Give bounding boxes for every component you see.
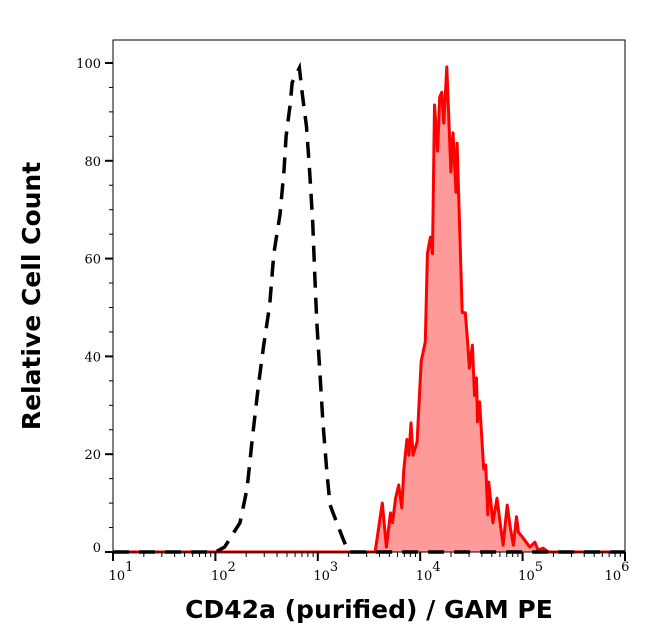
x-tick-label: 104 bbox=[416, 560, 441, 584]
x-tick-exponent: 4 bbox=[432, 560, 440, 575]
y-tick-label: 60 bbox=[84, 253, 101, 268]
y-tick-label: 80 bbox=[84, 155, 101, 170]
x-tick-label: 102 bbox=[211, 560, 236, 584]
x-tick-exponent: 2 bbox=[228, 560, 236, 575]
x-tick-base: 10 bbox=[605, 569, 622, 584]
plot-frame bbox=[112, 39, 626, 553]
y-tick-label: 100 bbox=[76, 57, 101, 72]
x-tick-base: 10 bbox=[518, 569, 535, 584]
x-tick-exponent: 5 bbox=[535, 560, 543, 575]
x-tick-label: 106 bbox=[605, 560, 630, 584]
x-tick-label: 103 bbox=[313, 560, 338, 584]
y-axis-title: Relative Cell Count bbox=[17, 162, 46, 430]
x-axis-title: CD42a (purified) / GAM PE bbox=[185, 595, 553, 624]
y-tick-label: 20 bbox=[84, 448, 101, 463]
x-tick-base: 10 bbox=[416, 569, 433, 584]
x-tick-base: 10 bbox=[211, 569, 228, 584]
plot-marks bbox=[113, 61, 625, 554]
y-tick-label: 40 bbox=[84, 350, 101, 365]
x-tick-label: 105 bbox=[518, 560, 543, 584]
x-tick-exponent: 6 bbox=[621, 560, 629, 575]
stained-histogram-line bbox=[113, 65, 625, 554]
x-tick-label: 101 bbox=[109, 560, 134, 584]
x-tick-exponent: 3 bbox=[330, 560, 338, 575]
stained-histogram-fill bbox=[113, 66, 625, 553]
x-tick-base: 10 bbox=[313, 569, 330, 584]
x-tick-base: 10 bbox=[109, 569, 126, 584]
x-tick-exponent: 1 bbox=[125, 560, 133, 575]
control-histogram-line bbox=[113, 61, 625, 554]
y-tick-label: 0 bbox=[93, 541, 101, 556]
